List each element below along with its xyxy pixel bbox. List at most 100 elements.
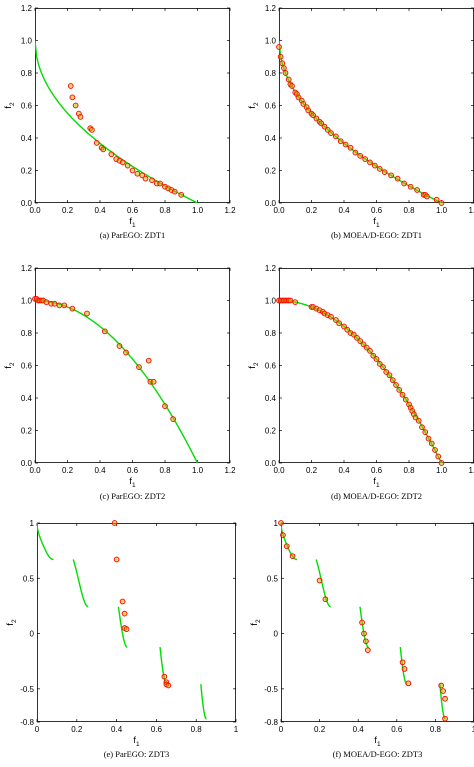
x-tick-label: 0.6 xyxy=(127,206,139,215)
x-axis-label: f1 xyxy=(373,216,380,229)
data-point xyxy=(277,53,284,60)
data-point xyxy=(438,460,445,466)
data-point xyxy=(367,348,373,354)
data-point xyxy=(344,326,351,333)
data-point xyxy=(289,553,296,560)
y-tick-label: -0.5 xyxy=(264,685,278,694)
y-tick-label: 0.2 xyxy=(265,167,277,176)
x-tick-label: 1 xyxy=(472,725,474,734)
y-tick-label: -0.8 xyxy=(20,718,34,727)
data-point xyxy=(56,302,63,309)
x-tick-label: 0.8 xyxy=(403,466,415,475)
data-point xyxy=(318,120,325,127)
data-point xyxy=(123,349,129,356)
data-point xyxy=(170,416,176,422)
data-point xyxy=(333,133,339,140)
chart-panel-b: 0.0 0.2 0.4 0.6 0.8 1.0 1.2 0.0 0.2 0.4 0.6 0.8 1.0 1… xyxy=(247,4,474,229)
y-tick-label: 1.0 xyxy=(21,37,33,46)
y-tick-label: -0.8 xyxy=(264,718,278,727)
x-tick-label: 1.0 xyxy=(192,466,204,475)
data-point xyxy=(350,331,357,338)
x-tick-label: 0.0 xyxy=(273,206,285,215)
plot-svg: 0 0.2 0.4 0.6 0.8 1 -0.8 -0.5 0 0.5 1 f1 f2 xyxy=(5,519,239,748)
x-axis-label: f1 xyxy=(129,216,136,229)
x-tick-label: 1.2 xyxy=(468,466,474,475)
x-tick-label: 0.2 xyxy=(306,466,318,475)
data-point xyxy=(373,356,380,362)
y-tick-label: 0.2 xyxy=(265,427,277,436)
x-tick-label: 0.0 xyxy=(273,466,285,475)
y-tick-label: 1.2 xyxy=(21,4,33,13)
data-point xyxy=(337,138,344,145)
data-point xyxy=(300,101,307,107)
data-point xyxy=(142,175,149,182)
x-tick-label: 0 xyxy=(35,725,40,734)
y-tick-label: 0.6 xyxy=(21,102,33,111)
points-group xyxy=(111,520,172,689)
plot-svg: 0.0 0.2 0.4 0.6 0.8 1.0 1.2 0.0 0.2 0.4 0.6 0.8 1.0 1… xyxy=(3,264,236,489)
y-tick-label: 0.4 xyxy=(265,394,277,403)
x-tick-label: 0.2 xyxy=(62,206,74,215)
data-point xyxy=(422,429,429,435)
y-tick-label: 0.4 xyxy=(265,134,277,143)
data-point xyxy=(363,638,369,645)
y-tick-label: 0.2 xyxy=(21,427,33,436)
data-point xyxy=(381,169,388,175)
data-point xyxy=(435,453,442,460)
data-point xyxy=(401,666,408,672)
data-point xyxy=(354,335,360,341)
data-point xyxy=(389,377,396,383)
data-point xyxy=(111,520,118,526)
y-axis-label: f2 xyxy=(5,619,18,626)
data-point xyxy=(283,543,290,550)
data-point xyxy=(357,338,364,344)
x-tick-label: 0.2 xyxy=(71,725,83,734)
data-point xyxy=(341,323,347,330)
x-tick-label: 1.0 xyxy=(436,206,448,215)
data-point xyxy=(310,112,316,119)
data-point xyxy=(386,372,393,379)
data-point xyxy=(116,343,123,349)
x-axis-label: f1 xyxy=(373,476,380,489)
data-point xyxy=(380,364,386,370)
data-point xyxy=(428,440,435,447)
y-tick-label: 0.0 xyxy=(21,459,33,468)
x-tick-label: 0.6 xyxy=(391,725,403,734)
data-point xyxy=(292,299,299,305)
x-tick-label: 0.0 xyxy=(29,466,41,475)
data-point xyxy=(402,396,409,403)
data-point xyxy=(123,626,130,632)
data-point xyxy=(149,177,155,184)
x-tick-label: 0.2 xyxy=(62,466,74,475)
data-point xyxy=(67,83,74,89)
caption-f: (f) MOEA/D-EGO: ZDT3 xyxy=(332,749,423,759)
data-point xyxy=(124,162,131,169)
pareto-front-line xyxy=(37,523,207,720)
data-point xyxy=(178,192,185,198)
data-point xyxy=(433,196,440,203)
x-tick-label: 0 xyxy=(279,725,284,734)
data-point xyxy=(438,682,445,689)
y-tick-label: 1.0 xyxy=(21,297,33,306)
data-point xyxy=(359,619,365,626)
axes-frame xyxy=(37,523,236,722)
axes-frame xyxy=(35,8,230,203)
x-tick-label: 1.2 xyxy=(224,206,236,215)
data-point xyxy=(134,170,141,177)
data-point xyxy=(136,364,142,370)
data-point xyxy=(282,70,289,76)
data-point xyxy=(438,200,445,206)
plot-svg: 0.0 0.2 0.4 0.6 0.8 1.0 1.2 0.0 0.2 0.4 0.6 0.8 1.0 1… xyxy=(247,264,474,489)
data-point xyxy=(432,447,438,453)
y-axis-label: f2 xyxy=(3,102,16,109)
data-point xyxy=(305,107,312,114)
data-point xyxy=(108,151,115,158)
data-point xyxy=(89,127,95,133)
x-tick-label: 0.4 xyxy=(338,206,350,215)
data-point xyxy=(93,140,100,146)
data-point xyxy=(285,76,292,83)
y-axis-label: f2 xyxy=(3,362,16,369)
plot-svg: 0.0 0.2 0.4 0.6 0.8 1.0 1.2 0.0 0.2 0.4 0.6 0.8 1.0 1… xyxy=(247,4,474,229)
data-point xyxy=(145,357,152,364)
